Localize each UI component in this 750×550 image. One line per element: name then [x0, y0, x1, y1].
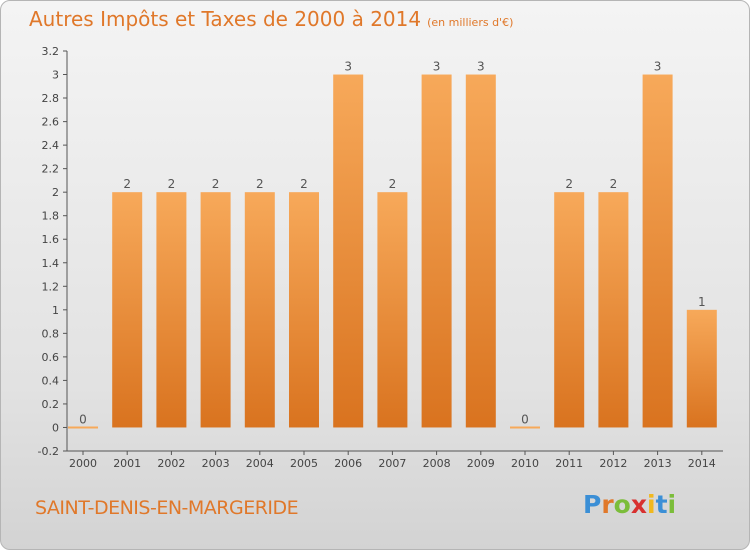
- x-tick-label: 2010: [511, 457, 539, 470]
- data-label: 3: [344, 60, 352, 74]
- x-tick-label: 2001: [113, 457, 141, 470]
- y-tick-label: 0.6: [42, 351, 60, 364]
- data-label: 3: [477, 60, 485, 74]
- bar: [598, 192, 629, 428]
- bar: [421, 74, 452, 428]
- logo-letter: t: [655, 490, 668, 519]
- x-tick-label: 2003: [202, 457, 230, 470]
- x-tick-label: 2006: [334, 457, 362, 470]
- y-tick-label: -0.2: [38, 445, 59, 458]
- x-tick-label: 2011: [555, 457, 583, 470]
- y-tick-label: 0.2: [42, 398, 60, 411]
- y-tick-label: 2.2: [42, 163, 60, 176]
- logo-letter: P: [583, 490, 602, 519]
- data-label: 2: [300, 177, 308, 191]
- x-tick-label: 2014: [688, 457, 716, 470]
- x-tick-label: 2004: [246, 457, 274, 470]
- bar: [244, 192, 275, 428]
- y-tick-label: 1: [52, 304, 59, 317]
- x-tick-label: 2013: [644, 457, 672, 470]
- y-tick-label: 1.2: [42, 280, 60, 293]
- data-label: 2: [565, 177, 573, 191]
- y-tick-label: 3: [52, 69, 59, 82]
- x-tick-label: 2007: [378, 457, 406, 470]
- logo-letter: o: [613, 490, 631, 519]
- bar: [200, 192, 231, 428]
- logo-letter: i: [667, 490, 677, 519]
- y-tick-label: 1.6: [42, 233, 60, 246]
- chart-title: Autres Impôts et Taxes de 2000 à 2014 (en…: [29, 7, 513, 31]
- bar: [112, 192, 143, 428]
- bar: [333, 74, 364, 428]
- data-label: 2: [256, 177, 264, 191]
- data-label: 2: [610, 177, 618, 191]
- data-label: 2: [168, 177, 176, 191]
- data-label: 0: [79, 412, 87, 426]
- x-tick-label: 2009: [467, 457, 495, 470]
- commune-name: SAINT-DENIS-EN-MARGERIDE: [35, 497, 299, 519]
- y-tick-label: 0: [52, 421, 59, 434]
- y-tick-label: 2.6: [42, 116, 60, 129]
- chart-title-unit: (en milliers d'€): [427, 16, 514, 29]
- bar: [289, 192, 319, 428]
- x-tick-label: 2012: [599, 457, 627, 470]
- logo-letter: r: [601, 490, 614, 519]
- y-tick-label: 3.2: [42, 45, 60, 58]
- bar: [156, 192, 187, 428]
- data-label: 3: [433, 60, 441, 74]
- bar: [642, 74, 673, 428]
- data-label: 3: [654, 60, 662, 74]
- y-tick-label: 2: [52, 186, 59, 199]
- data-label: 0: [521, 412, 529, 426]
- y-tick-label: 2.8: [42, 92, 60, 105]
- data-label: 2: [123, 177, 131, 191]
- bar: [554, 192, 585, 428]
- bar: [465, 74, 496, 428]
- y-tick-label: 0.4: [42, 374, 60, 387]
- data-label: 2: [389, 177, 397, 191]
- logo-letter: i: [647, 490, 656, 519]
- chart-title-main: Autres Impôts et Taxes de 2000 à 2014: [29, 7, 422, 31]
- x-tick-label: 2002: [157, 457, 185, 470]
- y-tick-label: 0.8: [42, 327, 60, 340]
- x-tick-label: 2000: [69, 457, 97, 470]
- x-tick-label: 2008: [423, 457, 451, 470]
- bar: [377, 192, 408, 428]
- proxiti-logo: Proxiti: [583, 490, 676, 519]
- data-label: 1: [698, 295, 706, 309]
- y-tick-label: 2.4: [42, 139, 60, 152]
- logo-letter: x: [630, 490, 647, 519]
- x-tick-label: 2005: [290, 457, 318, 470]
- y-tick-label: 1.8: [42, 210, 60, 223]
- plot-area: -0.2 0 0.2 0.4 0.6 0.8 1 1.2 1.4 1.6 1.8 2 2.2 2.4 2.6…: [38, 45, 723, 470]
- y-tick-label: 1.4: [42, 257, 60, 270]
- data-label: 2: [212, 177, 220, 191]
- bar: [686, 309, 717, 428]
